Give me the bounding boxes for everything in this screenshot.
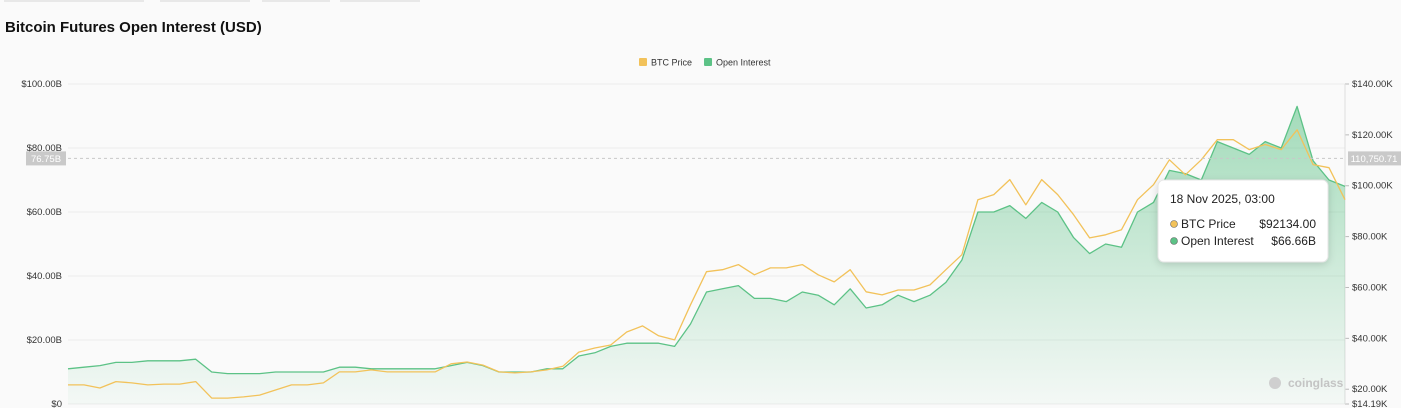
legend-swatch: [704, 58, 713, 66]
crosshair-label-bg: [26, 151, 66, 166]
y-tick-label: $60.00B: [27, 207, 62, 218]
tab-stub: [4, 0, 144, 2]
tooltip-title: 18 Nov 2025, 03:00: [1170, 192, 1275, 206]
y-tick-label: $40.00B: [27, 271, 62, 282]
legend-label: Open Interest: [716, 58, 771, 68]
tab-stub: [340, 0, 420, 2]
tooltip: 18 Nov 2025, 03:00 BTC Price $92134.00 Open…: [1157, 179, 1329, 263]
tooltip-item-value: $66.66B: [1271, 234, 1316, 248]
watermark: coinglass: [1288, 376, 1344, 390]
tooltip-dot: [1170, 237, 1178, 245]
legend-label: BTC Price: [651, 58, 692, 68]
y2-tick-label: $14.19K: [1352, 399, 1388, 408]
chart-title: Bitcoin Futures Open Interest (USD): [5, 19, 262, 36]
y2-tick-label: $60.00K: [1352, 282, 1388, 293]
y-tick-label: $0: [51, 399, 62, 408]
y-tick-label: $20.00B: [27, 335, 62, 346]
tab-stub: [262, 0, 330, 2]
series-line: [67, 105, 1346, 375]
tooltip-dot: [1170, 220, 1178, 228]
y2-tick-label: $80.00K: [1352, 232, 1388, 243]
crosshair-label-bg: [1348, 151, 1401, 166]
y2-tick-label: $120.00K: [1352, 130, 1393, 141]
tab-stub: [160, 0, 250, 2]
y2-tick-label: $40.00K: [1352, 333, 1388, 344]
y-tick-label: $100.00B: [21, 79, 62, 90]
legend-swatch: [639, 58, 647, 66]
y2-tick-label: $20.00K: [1352, 384, 1388, 395]
watermark-icon: [1269, 377, 1281, 389]
crosshair-label: 76.75B: [31, 154, 61, 165]
tooltip-item-name: BTC Price: [1181, 217, 1236, 231]
tooltip-item-name: Open Interest: [1181, 234, 1254, 248]
y2-tick-label: $140.00K: [1352, 79, 1393, 90]
tooltip-box: [1157, 179, 1329, 263]
series-line: [68, 129, 1346, 399]
area-fill: [68, 106, 1345, 405]
tooltip-item-value: $92134.00: [1259, 217, 1316, 231]
y2-tick-label: $100.00K: [1352, 181, 1393, 192]
crosshair-label: 110,750.71: [1351, 154, 1398, 165]
y-tick-label: $80.00B: [27, 143, 62, 154]
